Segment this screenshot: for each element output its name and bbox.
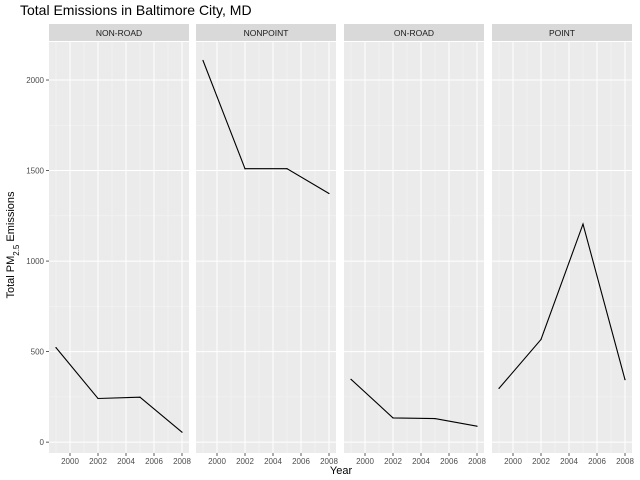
y-axis-title-suffix: Emissions xyxy=(5,191,17,245)
y-axis-title: Total PM2.5 Emissions xyxy=(5,191,21,299)
panel-background xyxy=(344,42,484,453)
x-tick-label: 2008 xyxy=(173,457,191,466)
data-point xyxy=(286,168,288,170)
x-tick-label: 2004 xyxy=(560,457,578,466)
chart-title: Total Emissions in Baltimore City, MD xyxy=(20,2,252,18)
facet-strip-label: NONPOINT xyxy=(244,28,289,38)
data-point xyxy=(202,59,204,62)
data-point xyxy=(498,387,500,389)
facet-strip xyxy=(196,24,336,41)
y-tick-label: 1500 xyxy=(26,167,44,176)
data-point xyxy=(582,223,584,225)
data-point xyxy=(476,425,478,427)
y-axis-title-subscript: 2.5 xyxy=(12,244,21,256)
data-point xyxy=(97,397,99,400)
x-tick-label: 2004 xyxy=(412,457,430,466)
x-tick-label: 2006 xyxy=(292,457,310,466)
y-tick-label: 500 xyxy=(31,348,45,357)
data-point xyxy=(139,396,141,398)
data-point xyxy=(540,338,542,341)
data-point xyxy=(181,431,183,433)
facet-panels: NON-ROAD 2000 2002 2004 2006 2008 NONPOINT 2000… xyxy=(49,24,634,466)
series-line xyxy=(350,378,478,427)
x-tick-label: 2004 xyxy=(117,457,135,466)
y-tick-label: 1000 xyxy=(26,257,44,266)
x-tick-label: 2002 xyxy=(384,457,402,466)
series-line xyxy=(498,222,626,389)
x-tick-label: 2006 xyxy=(145,457,163,466)
series-line xyxy=(55,347,183,433)
x-tick-label: 2008 xyxy=(468,457,486,466)
x-axis-title: Year xyxy=(330,465,353,477)
facet-on-road: ON-ROAD 2000 2002 2004 2006 2008 xyxy=(344,24,486,466)
data-point xyxy=(624,379,626,381)
series-line xyxy=(202,60,330,194)
facet-nonpoint: NONPOINT 2000 2002 2004 2006 2008 xyxy=(196,24,338,466)
panel-background xyxy=(196,42,336,453)
data-point xyxy=(328,192,330,195)
data-point xyxy=(55,347,57,349)
x-tick-label: 2006 xyxy=(440,457,458,466)
y-axis-title-prefix: Total PM xyxy=(5,256,17,299)
y-tick-label: 0 xyxy=(40,438,45,447)
x-tick-label: 2000 xyxy=(208,457,226,466)
facet-strip xyxy=(344,24,484,41)
data-point xyxy=(434,417,436,420)
facet-strip-label: ON-ROAD xyxy=(394,28,434,38)
data-point xyxy=(244,168,246,170)
panel-background xyxy=(49,42,189,453)
x-tick-label: 2002 xyxy=(532,457,550,466)
panel-background xyxy=(492,42,632,453)
x-tick-label: 2004 xyxy=(264,457,282,466)
facet-strip xyxy=(492,24,632,41)
x-tick-label: 2000 xyxy=(504,457,522,466)
y-axis-ticks: 0 500 1000 1500 2000 xyxy=(26,76,49,447)
x-tick-label: 2008 xyxy=(616,457,634,466)
y-tick-label: 2000 xyxy=(26,76,44,85)
x-tick-label: 2008 xyxy=(320,457,338,466)
x-tick-label: 2002 xyxy=(236,457,254,466)
facet-non-road: NON-ROAD 2000 2002 2004 2006 2008 xyxy=(49,24,191,466)
x-tick-label: 2006 xyxy=(588,457,606,466)
x-tick-label: 2000 xyxy=(356,457,374,466)
facet-strip xyxy=(49,24,189,41)
facet-strip-label: POINT xyxy=(549,28,575,38)
x-tick-label: 2000 xyxy=(61,457,79,466)
data-point xyxy=(392,417,394,419)
x-tick-label: 2002 xyxy=(89,457,107,466)
data-point xyxy=(350,378,352,380)
facet-point: POINT 2000 2002 2004 2006 2008 xyxy=(492,24,634,466)
svg-text:Total PM2.5 Emissions: Total PM2.5 Emissions xyxy=(5,191,21,299)
facet-strip-label: NON-ROAD xyxy=(96,28,142,38)
